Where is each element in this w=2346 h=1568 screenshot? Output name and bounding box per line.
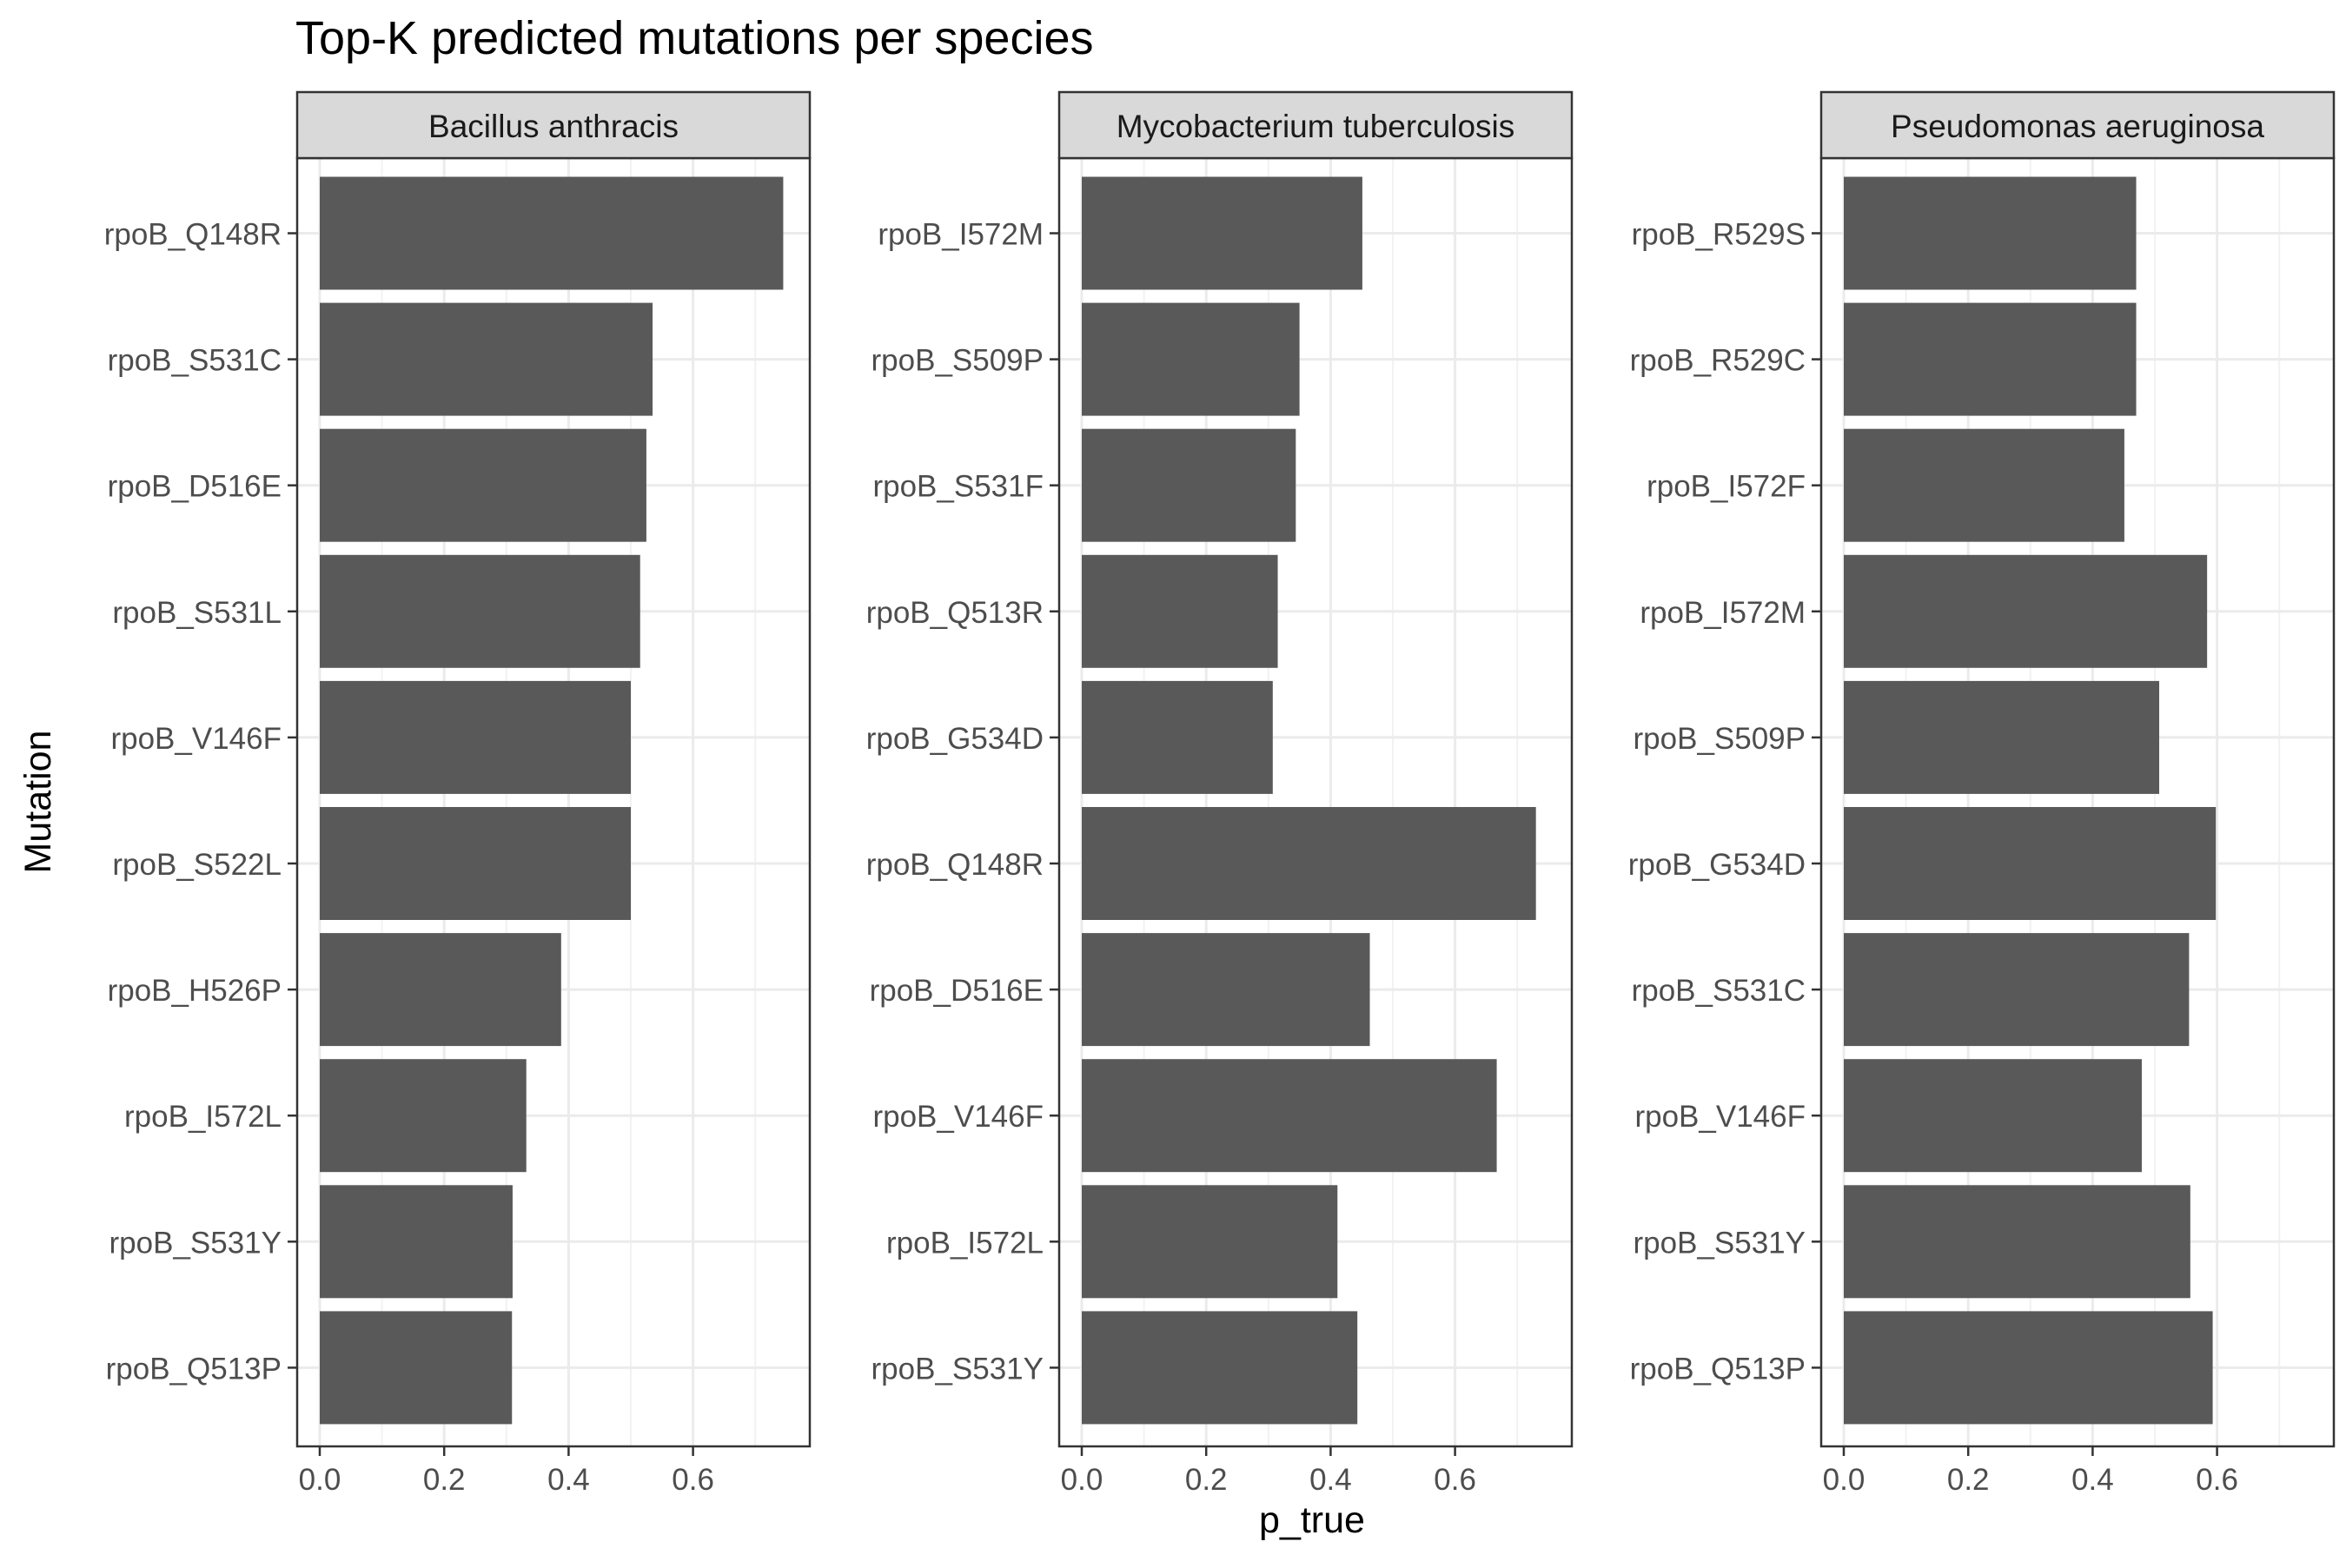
bar (320, 554, 640, 668)
bar (320, 176, 784, 290)
bar (320, 302, 653, 416)
bar (1844, 554, 2208, 668)
y-tick-label: rpoB_G534D (866, 722, 1044, 756)
y-tick-label: rpoB_I572L (886, 1226, 1044, 1260)
x-tick-label: 0.2 (1947, 1463, 1990, 1497)
y-tick-label: rpoB_H526P (108, 974, 282, 1008)
facet-strip-label: Mycobacterium tuberculosis (1117, 109, 1515, 144)
y-tick-label: rpoB_I572F (1647, 470, 1806, 504)
facet-strip (295, 90, 812, 160)
y-tick-label: rpoB_S509P (871, 344, 1044, 378)
y-tick-label: rpoB_Q513P (1630, 1352, 1806, 1386)
y-tick-label: rpoB_S522L (112, 848, 282, 882)
bar (1082, 176, 1362, 290)
x-tick-label: 0.2 (423, 1463, 466, 1497)
y-tick-label: rpoB_Q148R (104, 218, 282, 252)
bar (1844, 933, 2190, 1047)
x-tick-label: 0.4 (2071, 1463, 2114, 1497)
bar (1082, 554, 1278, 668)
y-tick-label: rpoB_R529C (1630, 344, 1806, 378)
facet-strip (1057, 90, 1574, 160)
y-tick-label: rpoB_V146F (110, 722, 282, 756)
bar (1844, 680, 2160, 794)
y-tick-label: rpoB_I572L (124, 1100, 282, 1134)
y-tick-label: rpoB_V146F (1634, 1100, 1806, 1134)
y-tick-label: rpoB_Q513R (866, 596, 1044, 630)
facet-strip-label: Bacillus anthracis (428, 109, 679, 144)
x-tick-label: 0.0 (1823, 1463, 1866, 1497)
bar (1844, 1059, 2142, 1173)
y-tick-label: rpoB_I572M (878, 218, 1044, 252)
y-tick-label: rpoB_S531Y (109, 1226, 282, 1260)
y-tick-label: rpoB_S531F (872, 470, 1044, 504)
x-tick-label: 0.4 (547, 1463, 590, 1497)
bar (1082, 1185, 1338, 1299)
facet-strip-label: Pseudomonas aeruginosa (1891, 109, 2264, 144)
facet-panel-2: Mycobacterium tuberculosis rpoB_I572M rpoB… (866, 90, 1574, 1497)
y-tick-label: rpoB_D516E (108, 470, 282, 504)
bar (1082, 302, 1300, 416)
x-tick-label: 0.6 (2196, 1463, 2238, 1497)
y-tick-label: rpoB_S531Y (1634, 1226, 1806, 1260)
chart-title: Top-K predicted mutations per species (295, 12, 1093, 64)
y-tick-label: rpoB_Q148R (866, 848, 1044, 882)
facet-panels: Bacillus anthracisrpoB_Q148RrpoB_S531Crp… (104, 90, 2336, 1497)
bar (1082, 1311, 1358, 1425)
y-tick-label: rpoB_S531C (108, 344, 282, 378)
y-tick-label: rpoB_S531Y (871, 1352, 1044, 1386)
y-tick-label: rpoB_Q513P (106, 1352, 282, 1386)
bar (1844, 1311, 2213, 1425)
bar (320, 807, 631, 920)
bar (1082, 1059, 1497, 1173)
x-tick-label: 0.6 (1434, 1463, 1476, 1497)
y-tick-label: rpoB_S531C (1632, 974, 1806, 1008)
bar (320, 680, 631, 794)
y-tick-label: rpoB_I572M (1640, 596, 1806, 630)
facet-strip (1819, 90, 2336, 160)
y-tick-label: rpoB_G534D (1628, 848, 1806, 882)
y-tick-label: rpoB_S531L (112, 596, 282, 630)
bar (320, 1185, 513, 1299)
bar (1082, 428, 1296, 542)
x-tick-label: 0.0 (1061, 1463, 1103, 1497)
bar (1844, 428, 2124, 542)
y-tick-label: rpoB_S509P (1634, 722, 1806, 756)
facet-panel-3: Pseudomonas aeruginosa rpoB_R529S rpoB_R52… (1628, 90, 2336, 1497)
y-tick-label: rpoB_V146F (872, 1100, 1044, 1134)
bar (320, 1059, 527, 1173)
x-tick-label: 0.4 (1309, 1463, 1352, 1497)
bar (1082, 807, 1536, 920)
facet-panel-1: Bacillus anthracis rpoB_Q148R rpoB_S531Crp… (104, 90, 812, 1497)
bar (1844, 176, 2137, 290)
y-axis-title: Mutation (17, 731, 59, 874)
bar (1844, 302, 2137, 416)
bar (1844, 1185, 2190, 1299)
bar (320, 933, 561, 1047)
bar (1844, 807, 2217, 920)
bar (320, 428, 646, 542)
y-tick-label: rpoB_R529S (1632, 218, 1806, 252)
x-tick-label: 0.2 (1185, 1463, 1228, 1497)
bar (1082, 933, 1370, 1047)
y-tick-label: rpoB_D516E (870, 974, 1044, 1008)
bar (320, 1311, 513, 1425)
x-tick-label: 0.0 (299, 1463, 341, 1497)
x-axis-title: p_true (1259, 1499, 1365, 1541)
bar (1082, 680, 1273, 794)
x-tick-label: 0.6 (672, 1463, 714, 1497)
